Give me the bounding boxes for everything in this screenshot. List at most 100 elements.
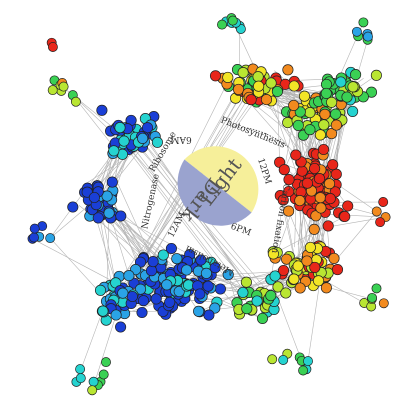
network-node <box>335 76 347 88</box>
network-node <box>320 87 332 99</box>
network-node <box>114 122 126 134</box>
network-node <box>245 94 257 106</box>
network-node <box>88 191 100 204</box>
network-node <box>277 194 289 206</box>
network-node <box>281 253 293 265</box>
network-node <box>147 256 159 268</box>
network-node <box>294 106 306 118</box>
network-edge <box>247 98 317 155</box>
network-node <box>363 31 373 42</box>
network-edge <box>270 279 302 362</box>
network-node <box>298 365 309 376</box>
network-node <box>203 309 215 321</box>
network-node <box>342 200 354 212</box>
network-edge <box>49 206 74 239</box>
network-node <box>165 242 177 255</box>
network-node <box>322 220 334 232</box>
network-node <box>110 309 122 321</box>
network-node <box>308 223 320 235</box>
circadian-clock: Light Dark 6AM 12PM 6PM 12AM <box>166 134 272 239</box>
network-node <box>294 282 306 294</box>
network-node <box>328 252 340 264</box>
network-node <box>101 190 113 202</box>
network-node <box>141 122 154 134</box>
network-node <box>237 67 249 79</box>
network-node <box>96 104 108 116</box>
network-edge <box>119 135 258 317</box>
network-node <box>283 174 295 186</box>
network-node <box>319 108 331 120</box>
network-node <box>58 81 69 92</box>
network-node <box>240 276 252 288</box>
network-node <box>351 26 362 37</box>
network-node <box>217 19 227 30</box>
network-node <box>370 69 382 81</box>
network-edge <box>32 238 116 284</box>
network-node <box>301 177 313 189</box>
network-node <box>288 273 300 285</box>
network-node <box>358 17 369 28</box>
network-node <box>303 356 313 367</box>
network-node <box>251 295 263 307</box>
network-node <box>290 149 302 161</box>
network-edge <box>242 247 311 293</box>
network-node <box>222 71 234 83</box>
network-node <box>202 280 214 292</box>
network-node <box>253 80 265 92</box>
network-node <box>265 290 277 302</box>
network-node <box>330 119 342 131</box>
network-node <box>45 233 56 244</box>
network-node <box>232 83 245 95</box>
network-node <box>101 357 111 368</box>
network-node <box>304 241 316 253</box>
network-edge <box>273 216 345 255</box>
network-node <box>173 285 185 298</box>
network-node <box>327 159 339 171</box>
network-node <box>161 279 173 291</box>
network-edge <box>84 147 142 185</box>
network-node <box>145 265 158 277</box>
photosynthesis-arc <box>231 126 289 148</box>
network-node <box>193 305 205 317</box>
network-node <box>313 173 326 185</box>
network-node <box>288 99 300 111</box>
network-node <box>70 96 81 107</box>
network-node <box>115 210 127 222</box>
network-node <box>241 303 253 315</box>
network-node <box>339 210 351 223</box>
network-node <box>309 162 321 175</box>
network-node <box>194 288 206 300</box>
network-node <box>280 287 292 299</box>
network-node <box>260 94 273 106</box>
network-node <box>115 321 127 333</box>
network-node <box>278 355 289 365</box>
network-node <box>282 117 294 129</box>
network-node <box>137 295 150 307</box>
network-node <box>323 178 336 190</box>
network-node <box>314 129 326 141</box>
network-edge <box>307 272 322 362</box>
network-node <box>92 212 104 224</box>
network-node <box>304 124 316 136</box>
network-node <box>94 284 107 296</box>
network-node <box>150 293 162 305</box>
network-edge <box>270 200 284 280</box>
network-node <box>137 132 149 144</box>
network-node <box>310 210 322 222</box>
network-node <box>304 107 316 119</box>
network-node <box>347 105 359 117</box>
network-node <box>309 261 321 273</box>
network-node <box>237 286 249 299</box>
network-node <box>296 165 308 177</box>
time-6am: 6AM <box>170 134 191 144</box>
network-node <box>151 136 163 148</box>
network-node <box>282 64 294 76</box>
network-node <box>371 206 382 217</box>
network-node <box>222 269 234 281</box>
network-node <box>117 287 129 299</box>
network-node <box>75 364 86 375</box>
network-node <box>29 232 39 243</box>
network-node <box>118 135 130 147</box>
dark-half <box>177 159 252 226</box>
